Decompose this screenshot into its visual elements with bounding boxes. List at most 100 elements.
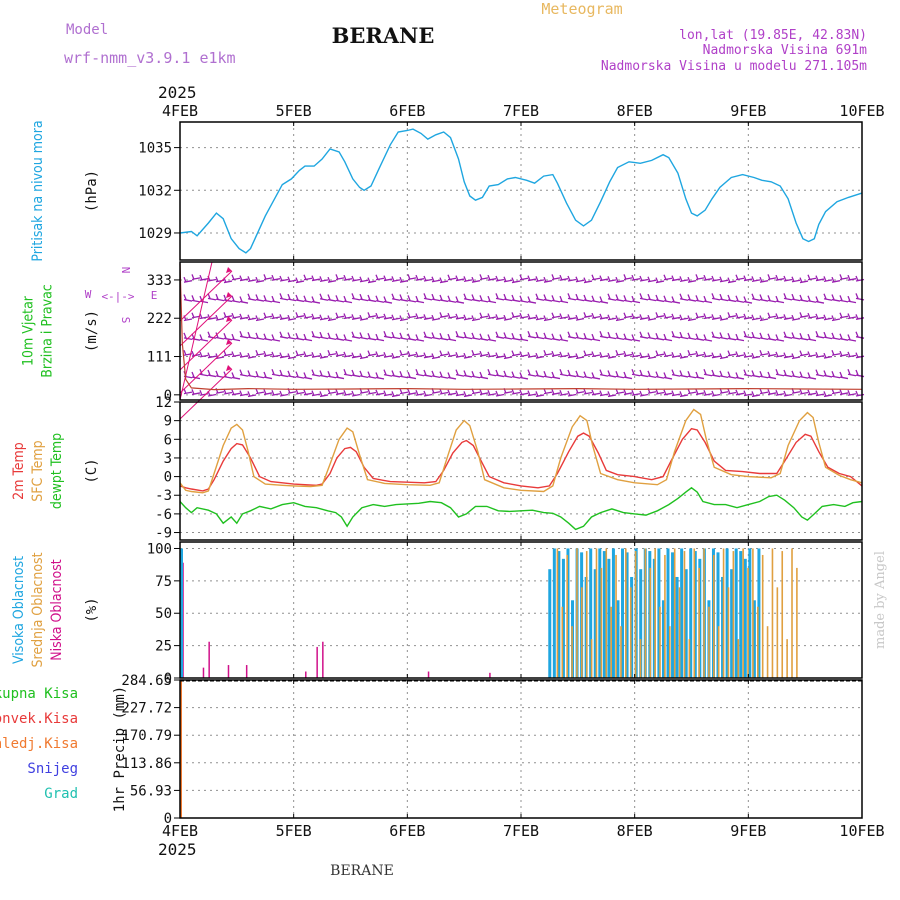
series-label: dewpt Temp [49,433,65,509]
cloud-high-bar [748,548,752,678]
series-label: SFC Temp [30,440,46,501]
series-label: Grad [44,786,78,802]
cloud-high-bar [602,551,606,678]
cloud-mid-bar [644,548,647,678]
y-tick-label: 222 [147,311,172,327]
wind-arrow [179,319,233,371]
cloud-mid-bar [683,551,686,678]
y-tick-label: 50 [155,606,172,622]
y-tick-label: 113.86 [121,756,172,772]
y-tick-label: 0 [164,671,172,687]
cloud-mid-bar [742,548,744,678]
cloud-high-bar [598,548,602,678]
cloud-low-bar [427,671,430,678]
cloud-mid-bar [585,551,588,678]
y-tick-label: 0 [164,388,172,404]
wind-barb-row [183,331,865,342]
cloud-mid-bar [625,548,627,678]
cloud-low-bar [202,667,205,678]
panel-cloud: 100 75 50 25 0 Visoka Oblacnost Srednja Oblacn… [11,541,863,687]
cloud-high-bar [689,548,693,678]
cloud-mid-bar [659,606,661,678]
cloud-mid-bar [732,551,735,678]
cloud-high-bar [661,600,665,678]
wind-arrow [179,261,213,401]
y-tick-label: 111 [147,350,172,366]
precip-bar [180,680,182,818]
footer-station: BERANE [330,863,394,879]
cloud-mid-bar [566,554,568,678]
cloud-mid-bar [605,548,608,678]
cloud-mid-bar [673,548,676,678]
cloud-low-bar [316,646,318,678]
y-tick-label: 6 [164,432,172,448]
x-tick-label-top: 9FEB [730,102,766,120]
cloud-high-bar [625,552,629,678]
cloud-mid-bar [756,606,759,678]
cloud-mid-bar [576,548,578,678]
credit-text: made by Angel [873,551,888,649]
coords-text: lon,lat (19.85E, 42.83N) [679,28,867,43]
direction-arrows: <-|-> [101,290,134,303]
y-tick-label: -9 [155,526,172,542]
cloud-mid-bar [791,548,793,678]
cloud-high-bar [743,558,747,678]
cloud-mid-bar [761,554,764,678]
cloud-high-bar [730,569,734,678]
wind-arrow-head [226,316,232,322]
cloud-high-bar [561,558,565,678]
x-tick-label-top: 10FEB [839,102,884,120]
y-tick-label: 333 [147,273,172,289]
cloud-high-bar [721,576,725,678]
cloud-low-bar [245,665,248,678]
panel-precip: 284.65 227.72 170.79 113.86 56.93 0 Ukupna Kis… [0,673,863,827]
cloud-high-bar [675,576,679,678]
cloud-mid-bar [717,626,720,678]
cloud-high-bar [725,548,729,678]
cloud-mid-bar [727,587,730,678]
x-tick-label-bottom: 6FEB [389,822,425,840]
cloud-mid-bar [595,548,598,678]
y-tick-label: 12 [155,395,172,411]
unit-label: (%) [84,597,100,622]
panel-frame [179,261,863,401]
cloud-mid-bar [747,567,749,678]
cloud-mid-bar [693,548,696,678]
cloud-high-bar [593,569,597,678]
series-label: 10m Vjetar [21,295,37,366]
cloud-mid-bar [615,554,617,678]
top-year: 2025 [158,83,197,102]
y-tick-label: 1032 [138,183,172,199]
cloud-mid-bar [600,567,603,678]
unit-label: (hPa) [84,170,100,212]
panel-frame [179,401,863,541]
x-tick-label-top: 5FEB [276,102,312,120]
cloud-mid-bar [610,606,612,678]
x-tick-labels-top: 4FEB 5FEB 6FEB 7FEB 8FEB 9FEB 10FEB [162,102,885,120]
cloud-mid-bar [561,606,564,678]
cloud-mid-bar [678,587,681,678]
wind-barb-row [183,274,865,284]
cloud-mid-bar [737,639,740,678]
cloud-low-bar [305,671,307,678]
wind-arrow-head [226,267,232,273]
cloud-mid-bar [796,567,798,678]
x-tick-label-top: 6FEB [389,102,425,120]
wind-arrow-head [226,365,232,371]
cloud-mid-bar [629,587,632,678]
x-tick-label-top: 7FEB [503,102,539,120]
cloud-high-bar [180,548,183,678]
wind-speed-line [179,263,863,391]
panel-pressure: 1035 1032 1029 Pritisak na nivou mora (hPa) [30,120,863,262]
unit-label: (m/s) [84,310,100,352]
series-label: Konvek.Kisa [0,711,78,727]
y-tick-label: 284.65 [121,673,172,689]
cloud-high-bar [684,569,688,678]
cloud-high-bar [630,576,634,678]
bottom-year: 2025 [158,840,197,859]
cloud-high-bar [693,551,697,678]
series-label: Zaledj.Kisa [0,736,78,752]
cloud-mid-bar [722,548,725,678]
cloud-low-bar [489,672,491,678]
